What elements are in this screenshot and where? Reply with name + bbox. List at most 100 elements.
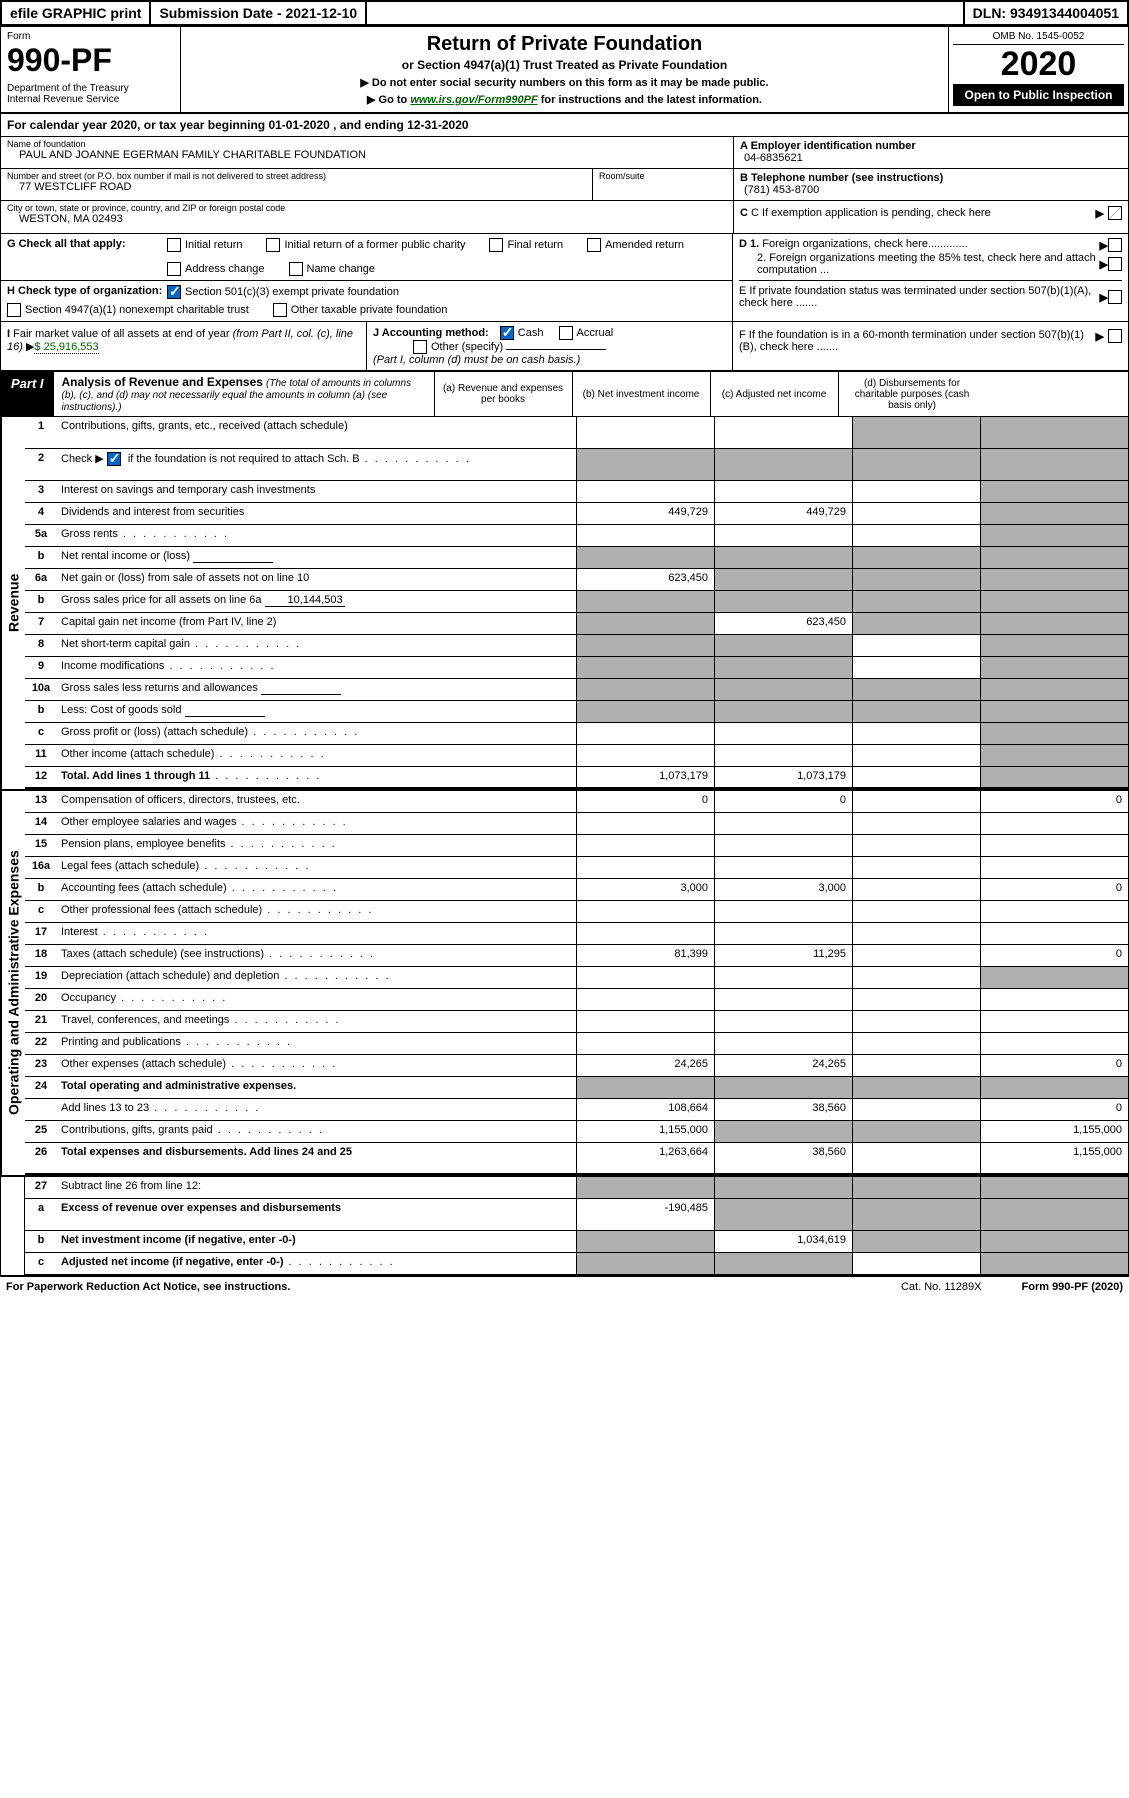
chk-other-method[interactable] [413,340,427,354]
cell-r10c-b [714,723,852,744]
cell-r6b-b [714,591,852,612]
row-num: 26 [25,1143,57,1173]
row-num: 15 [25,835,57,856]
cell-r25-c [852,1121,980,1142]
row-desc: Excess of revenue over expenses and disb… [57,1199,576,1230]
cell-r25-a: 1,155,000 [576,1121,714,1142]
row-desc: Interest [57,923,576,944]
row-r1: 1Contributions, gifts, grants, etc., rec… [25,417,1128,449]
chk-name-change[interactable] [289,262,303,276]
row-desc: Total operating and administrative expen… [57,1077,576,1098]
cell-r12-d [980,767,1128,787]
city-state-zip: WESTON, MA 02493 [7,213,727,225]
cell-r18-c [852,945,980,966]
cell-r16b-d: 0 [980,879,1128,900]
form-number: 990-PF [7,42,174,79]
chk-4947a1[interactable] [7,303,21,317]
row-r7: 7Capital gain net income (from Part IV, … [25,613,1128,635]
chk-accrual[interactable] [559,326,573,340]
e-checkbox[interactable] [1108,290,1122,304]
row-desc: Occupancy [57,989,576,1010]
row-desc: Check ▶ if the foundation is not require… [57,449,576,480]
cell-r23-a: 24,265 [576,1055,714,1076]
chk-initial-return[interactable] [167,238,181,252]
chk-schB[interactable] [107,452,121,466]
cell-r3-c [852,481,980,502]
cell-r19-b [714,967,852,988]
cell-r16b-c [852,879,980,900]
cell-r15-a [576,835,714,856]
cell-r22-c [852,1033,980,1054]
chk-address-change[interactable] [167,262,181,276]
row-desc: Taxes (attach schedule) (see instruction… [57,945,576,966]
f-checkbox[interactable] [1108,329,1122,343]
row-desc: Net rental income or (loss) [57,547,576,568]
cell-r10b-c [852,701,980,722]
cell-r18-a: 81,399 [576,945,714,966]
page-footer: For Paperwork Reduction Act Notice, see … [0,1276,1129,1297]
omb-number: OMB No. 1545-0052 [953,31,1124,45]
cell-r5a-a [576,525,714,546]
name-label: Name of foundation [7,139,727,149]
efile-print[interactable]: efile GRAPHIC print [2,2,151,24]
row-num: 7 [25,613,57,634]
cell-r10b-d [980,701,1128,722]
cell-r2-c [852,449,980,480]
d2-label: 2. Foreign organizations meeting the 85%… [739,252,1100,276]
chk-amended[interactable] [587,238,601,252]
row-num: 17 [25,923,57,944]
cell-r16a-d [980,857,1128,878]
cell-r7-b: 623,450 [714,613,852,634]
cell-r2-b [714,449,852,480]
cell-r24-a [576,1077,714,1098]
row-desc: Net investment income (if negative, ente… [57,1231,576,1252]
row-desc: Net gain or (loss) from sale of assets n… [57,569,576,590]
chk-final-return[interactable] [489,238,503,252]
j-label: J Accounting method: [373,327,489,339]
cell-r23-c [852,1055,980,1076]
row-num: 20 [25,989,57,1010]
phone-value: (781) 453-8700 [740,184,819,196]
cell-r13-a: 0 [576,791,714,812]
row-desc: Dividends and interest from securities [57,503,576,524]
cell-r23-b: 24,265 [714,1055,852,1076]
room-label: Room/suite [599,171,727,181]
row-r12: 12Total. Add lines 1 through 111,073,179… [25,767,1128,789]
dept-treasury: Department of the Treasury Internal Reve… [7,83,174,105]
g-label: G Check all that apply: [7,238,167,276]
c-checkbox[interactable] [1108,206,1122,220]
cell-r17-a [576,923,714,944]
cell-r16a-a [576,857,714,878]
cell-r18-b: 11,295 [714,945,852,966]
d1-checkbox[interactable] [1108,238,1122,252]
revenue-table: Revenue 1Contributions, gifts, grants, e… [1,417,1128,789]
row-desc: Other employee salaries and wages [57,813,576,834]
irs-link[interactable]: www.irs.gov/Form990PF [410,94,537,106]
cell-r10c-c [852,723,980,744]
chk-cash[interactable] [500,326,514,340]
row-num: 8 [25,635,57,656]
ein-value: 04-6835621 [740,152,803,164]
efile-bar: efile GRAPHIC print Submission Date - 20… [0,0,1129,26]
cell-r24-c [852,1077,980,1098]
cell-r10a-c [852,679,980,700]
cell-r5b-c [852,547,980,568]
cell-r8-b [714,635,852,656]
cell-r21-c [852,1011,980,1032]
row-desc: Legal fees (attach schedule) [57,857,576,878]
fmv-value[interactable]: $ 25,916,553 [34,341,98,354]
row-r24b: Add lines 13 to 23108,66438,5600 [25,1099,1128,1121]
d2-checkbox[interactable] [1108,257,1122,271]
cell-r9-c [852,657,980,678]
row-desc: Subtract line 26 from line 12: [57,1177,576,1198]
cell-r17-b [714,923,852,944]
chk-initial-former[interactable] [266,238,280,252]
cell-r26-d: 1,155,000 [980,1143,1128,1173]
chk-other-taxable[interactable] [273,303,287,317]
row-r4: 4Dividends and interest from securities4… [25,503,1128,525]
cell-r21-b [714,1011,852,1032]
foundation-name: PAUL AND JOANNE EGERMAN FAMILY CHARITABL… [7,149,727,161]
row-r3: 3Interest on savings and temporary cash … [25,481,1128,503]
chk-501c3[interactable] [167,285,181,299]
row-num: 9 [25,657,57,678]
